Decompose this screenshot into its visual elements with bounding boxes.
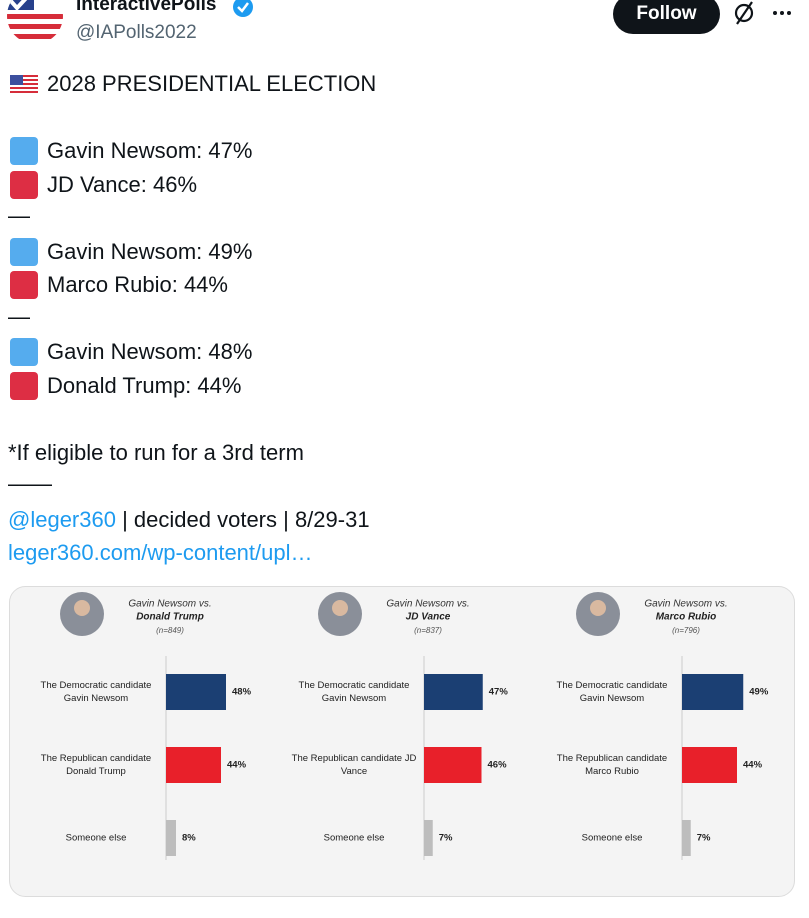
value-label: 8% <box>182 833 196 844</box>
category-label: Gavin Newsom <box>322 693 386 704</box>
category-label: Gavin Newsom <box>580 693 644 704</box>
footnote: *If eligible to run for a 3rd term <box>8 440 304 465</box>
category-label: Gavin Newsom <box>64 693 128 704</box>
value-label: 7% <box>439 833 453 844</box>
bar <box>682 820 691 856</box>
party-square <box>10 271 38 299</box>
party-square <box>10 338 38 366</box>
panel-heading: Gavin Newsom vs. <box>644 599 727 610</box>
matchup-line: Gavin Newsom: 48% <box>47 339 253 364</box>
category-label: Vance <box>341 766 367 777</box>
category-label: Marco Rubio <box>585 766 639 777</box>
tweet-actions[interactable] <box>732 0 809 28</box>
matchup-line: Gavin Newsom: 47% <box>47 138 253 163</box>
link[interactable]: leger360.com/wp-content/upl… <box>8 540 313 565</box>
category-label: Someone else <box>66 833 127 844</box>
candidate-photo-face <box>332 600 348 616</box>
mention[interactable]: @leger360 <box>8 507 116 532</box>
matchup-line: Donald Trump: 44% <box>47 372 242 398</box>
category-label: The Republican candidate <box>41 753 151 764</box>
value-label: 49% <box>749 687 769 698</box>
matchup-line: Gavin Newsom: 49% <box>47 238 253 264</box>
category-label: Donald Trump <box>66 766 126 777</box>
category-label: Someone else <box>324 833 385 844</box>
bar <box>424 674 483 710</box>
panel-sample: (n=849) <box>156 626 184 635</box>
category-label: The Republican candidate <box>557 753 667 764</box>
panel-opponent: JD Vance <box>406 612 451 623</box>
value-label: 48% <box>232 687 252 698</box>
flag-icon <box>10 75 38 95</box>
party-square <box>10 237 38 266</box>
value-label: 44% <box>743 760 763 771</box>
matchup-line: Marco Rubio: 44% <box>47 272 228 297</box>
bar <box>166 674 226 710</box>
category-label: The Democratic candidate <box>299 680 410 691</box>
category-label: The Republican candidate JD <box>292 753 417 764</box>
matchup-line: JD Vance: 46% <box>47 171 198 197</box>
follow-button[interactable]: Follow <box>613 0 720 34</box>
value-label: 7% <box>697 833 711 844</box>
separator: — <box>8 203 30 228</box>
panel-sample: (n=796) <box>672 626 700 635</box>
party-square <box>10 371 38 400</box>
bar <box>424 747 482 783</box>
category-label: Someone else <box>582 833 643 844</box>
bar <box>682 747 737 783</box>
poll-image[interactable]: Gavin Newsom vs. Donald Trump (n=849) The D… <box>9 586 795 897</box>
separator: — <box>8 303 30 329</box>
bar <box>166 747 221 783</box>
panel-heading: Gavin Newsom vs. <box>128 599 211 610</box>
party-square <box>10 170 38 199</box>
verified-badge <box>233 0 253 17</box>
author-handle[interactable]: @IAPolls2022 <box>76 22 197 43</box>
candidate-photo-face <box>590 600 606 616</box>
panel-opponent: Donald Trump <box>136 612 204 623</box>
value-label: 47% <box>489 687 509 698</box>
party-square <box>10 137 38 165</box>
value-label: 44% <box>227 760 247 771</box>
bar <box>424 820 433 856</box>
panel-sample: (n=837) <box>414 626 442 635</box>
bar <box>166 820 176 856</box>
source-text: | decided voters | 8/29-31 <box>122 507 370 532</box>
candidate-photo-face <box>74 600 90 616</box>
panel-opponent: Marco Rubio <box>656 612 717 623</box>
headline: 2028 PRESIDENTIAL ELECTION <box>47 71 377 96</box>
source-line: @leger360 | decided voters | 8/29-31 <box>8 506 370 534</box>
author-name[interactable]: InteractivePolls <box>76 0 217 15</box>
category-label: The Democratic candidate <box>557 680 668 691</box>
category-label: The Democratic candidate <box>41 680 152 691</box>
value-label: 46% <box>488 760 508 771</box>
panel-heading: Gavin Newsom vs. <box>386 599 469 610</box>
avatar[interactable] <box>0 0 70 50</box>
bar <box>682 674 744 710</box>
rule: —— <box>8 471 52 496</box>
